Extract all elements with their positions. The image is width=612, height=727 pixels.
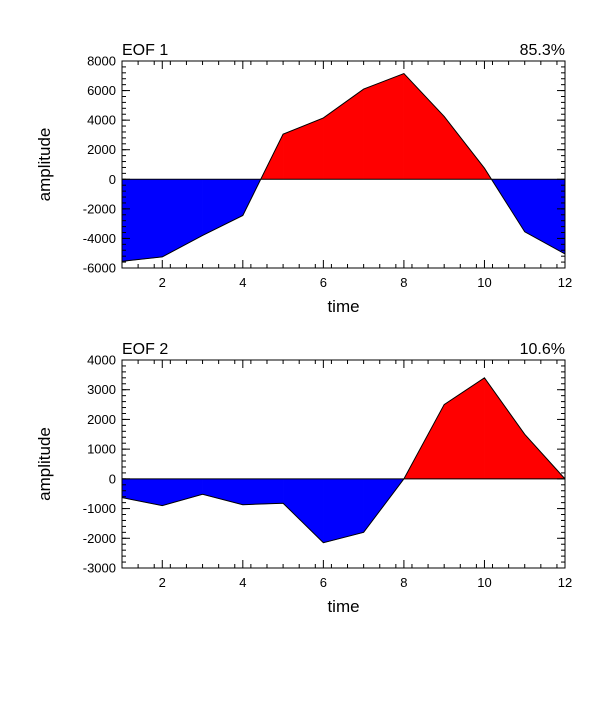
x-tick-label: 2 <box>159 275 166 290</box>
y-tick-label: -3000 <box>83 561 116 576</box>
eof2-panel: -3000 -2000 -1000 0 1000 2000 3000 4000 2 4 6 8 10 12… <box>35 341 572 616</box>
x-tick-label: 12 <box>558 275 572 290</box>
y-axis-label: amplitude <box>35 427 54 501</box>
series-line <box>121 377 566 544</box>
positive-area-segment <box>403 72 445 180</box>
x-tick-label: 10 <box>477 575 491 590</box>
positive-area-segment <box>282 117 324 180</box>
x-axis-label: time <box>327 297 359 316</box>
positive-area-segment <box>443 115 485 180</box>
y-tick-label: 0 <box>109 172 116 187</box>
positive-area-segment <box>443 377 485 480</box>
x-tick-label: 10 <box>477 275 491 290</box>
y-tick-label: 0 <box>109 471 116 486</box>
negative-area-segment <box>121 179 163 262</box>
x-axis-label: time <box>327 597 359 616</box>
y-tick-label: -4000 <box>83 231 116 246</box>
panel-title: EOF 1 <box>122 42 168 59</box>
x-tick-label: 4 <box>239 575 246 590</box>
negative-area-segment <box>242 478 284 505</box>
y-tick-label: 2000 <box>87 142 116 157</box>
negative-area-segment <box>202 478 244 506</box>
x-tick-label: 8 <box>400 275 407 290</box>
negative-area-segment <box>162 179 203 258</box>
plot-frame <box>121 359 566 569</box>
positive-area-segment <box>363 73 405 180</box>
x-tick-label: 8 <box>400 575 407 590</box>
eof1-panel: -6000 -4000 -2000 0 2000 4000 6000 8000 2 4 6 8 10 12… <box>35 42 572 316</box>
positive-area-segment <box>323 88 364 180</box>
variance-percent: 10.6% <box>520 341 565 358</box>
x-tick-label: 12 <box>558 575 572 590</box>
x-tick-label: 6 <box>320 275 327 290</box>
positive-area-segment <box>484 377 525 480</box>
y-tick-label: -2000 <box>83 531 116 546</box>
negative-area-segment <box>202 179 244 236</box>
x-tick-label: 4 <box>239 275 246 290</box>
x-tick-label: 6 <box>320 575 327 590</box>
negative-area-segment <box>162 478 203 506</box>
y-tick-label: -2000 <box>83 201 116 216</box>
negative-area-segment <box>282 478 324 544</box>
panel-title: EOF 2 <box>122 341 168 358</box>
y-tick-label: 1000 <box>87 442 116 457</box>
plot-frame <box>121 60 566 269</box>
y-axis-label: amplitude <box>35 128 54 202</box>
y-tick-label: 3000 <box>87 382 116 397</box>
y-tick-label: 8000 <box>87 54 116 69</box>
y-tick-label: 4000 <box>87 353 116 368</box>
y-tick-label: -6000 <box>83 261 116 276</box>
y-tick-label: -1000 <box>83 501 116 516</box>
y-tick-label: 2000 <box>87 412 116 427</box>
y-tick-label: 6000 <box>87 83 116 98</box>
variance-percent: 85.3% <box>520 42 565 59</box>
negative-area-segment <box>323 478 364 544</box>
y-tick-label: 4000 <box>87 113 116 128</box>
x-tick-label: 2 <box>159 575 166 590</box>
